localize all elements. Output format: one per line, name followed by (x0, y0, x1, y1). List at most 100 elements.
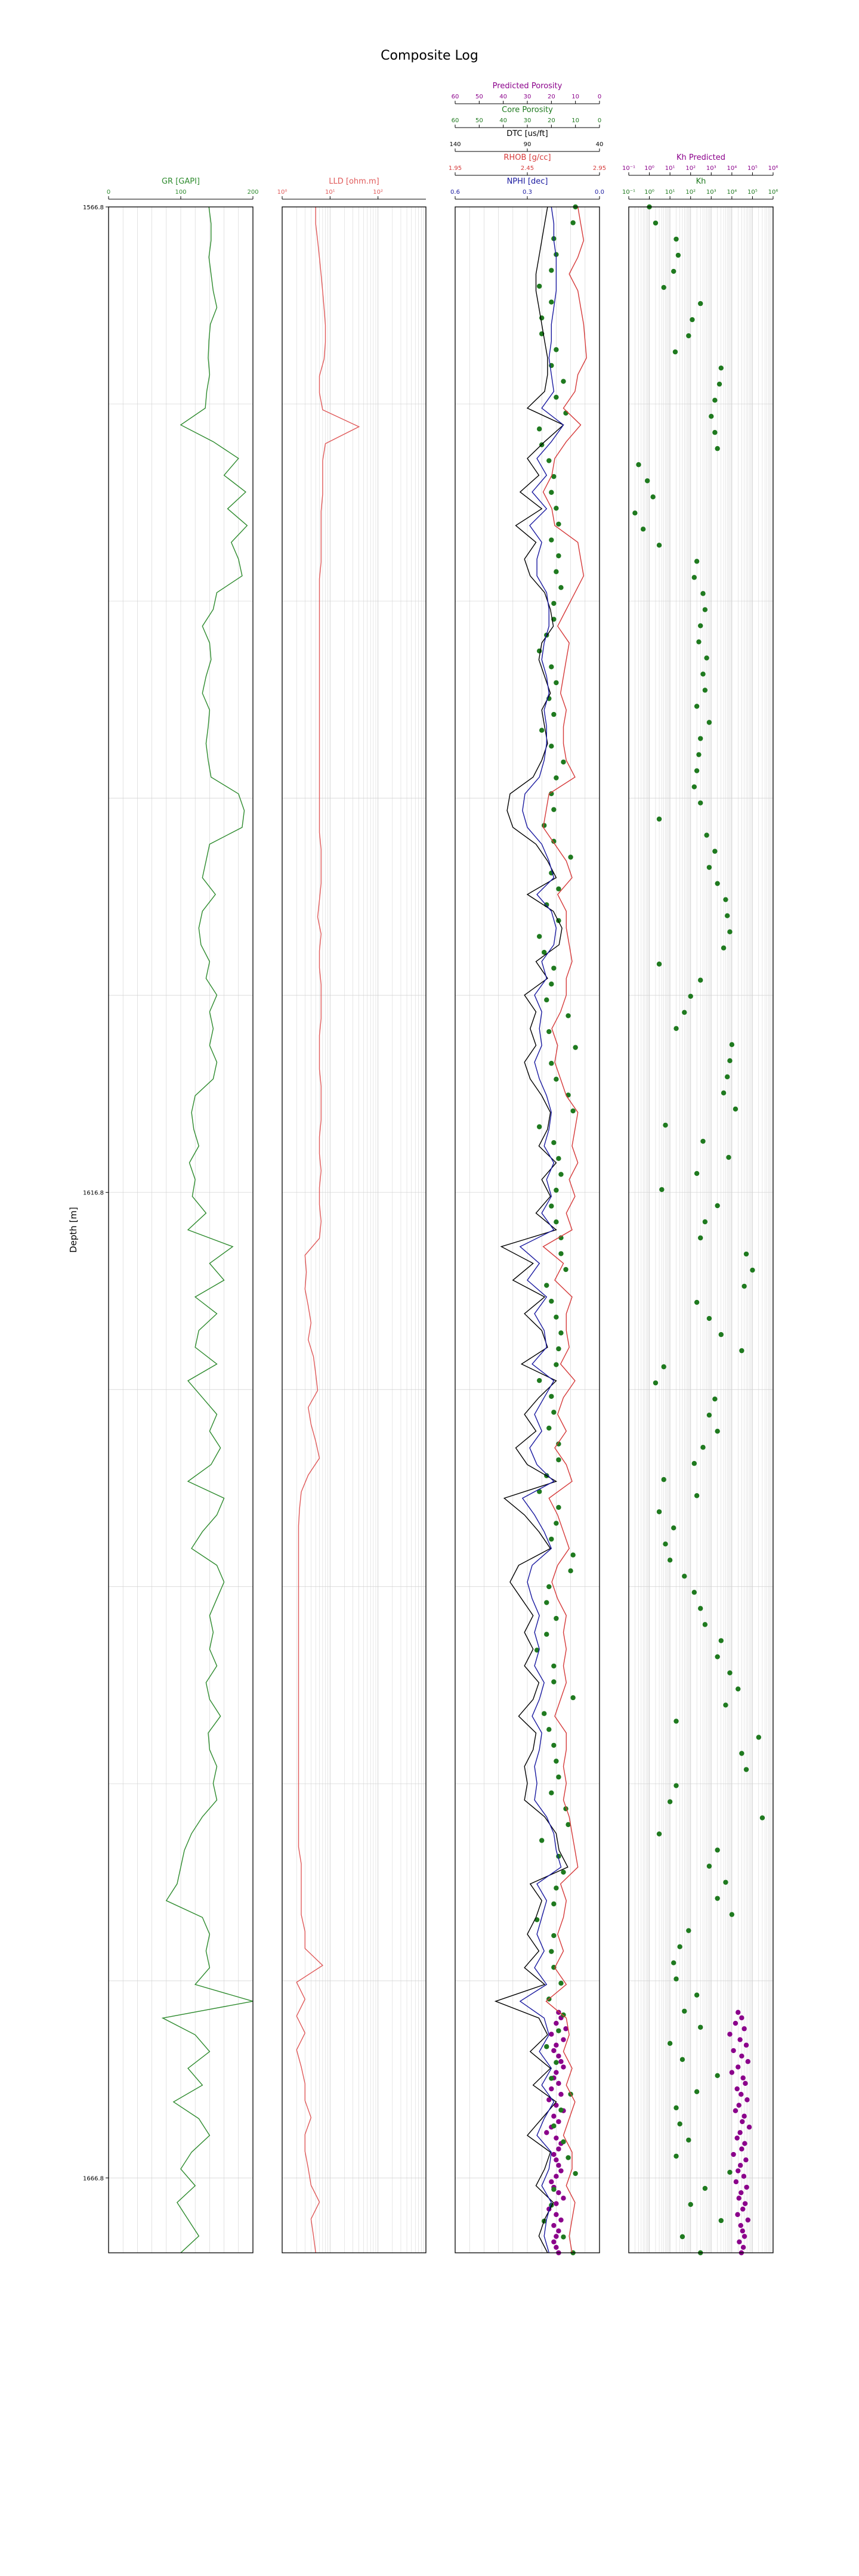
data-point-kh (746, 2125, 752, 2130)
data-point-core (536, 1377, 542, 1383)
curve-tick-label: 200 (247, 189, 258, 196)
data-point-kh (645, 478, 650, 484)
data-point-core (561, 379, 566, 384)
data-point-kh (723, 1702, 728, 1708)
data-point-core (558, 1330, 564, 1336)
data-point-core (539, 1838, 545, 1843)
data-point-predicted (561, 2064, 566, 2070)
data-point-predicted (556, 2146, 561, 2152)
data-point-kh (691, 784, 697, 789)
depth-tick-label: 1666.8 (83, 2175, 104, 2182)
track-gamma-ray: GR [GAPI] 0 100 200 (107, 177, 259, 2253)
data-point-kh (694, 1493, 700, 1498)
data-point-core (558, 585, 564, 590)
data-point-kh (736, 2103, 741, 2108)
series-line-gr (161, 206, 254, 2253)
data-point-core (554, 1187, 559, 1193)
data-point-core (558, 1172, 564, 1177)
data-point-kh (673, 236, 679, 242)
data-point-core (549, 1394, 554, 1399)
data-point-core (549, 1061, 554, 1066)
data-point-kh (673, 1719, 679, 1724)
data-point-kh (677, 1944, 682, 1949)
data-point-kh (702, 1219, 708, 1225)
data-point-kh (691, 1461, 697, 1466)
data-point-core (546, 1727, 552, 1732)
data-point-kh (632, 510, 638, 516)
data-point-kh (704, 655, 709, 661)
curve-tick-label: 60 (452, 94, 459, 100)
track-frame (628, 206, 774, 2253)
data-point-predicted (554, 2070, 559, 2075)
data-point-kh (682, 2008, 687, 2014)
data-point-core (549, 537, 554, 543)
data-point-predicted (558, 2059, 564, 2064)
data-point-core (558, 1980, 564, 1986)
data-point-kh (729, 2070, 735, 2075)
data-point-kh (653, 220, 659, 226)
data-point-kh (715, 881, 720, 886)
data-point-kh (698, 977, 703, 983)
data-point-core (573, 2171, 578, 2176)
data-point-kh (712, 849, 718, 854)
data-point-core (549, 791, 554, 797)
data-point-kh (741, 2234, 747, 2239)
data-point-core (549, 490, 554, 495)
data-point-predicted (556, 2053, 561, 2059)
data-point-kh (706, 865, 712, 870)
data-point-predicted (558, 2092, 564, 2097)
data-point-kh (694, 1299, 700, 1305)
data-point-kh (712, 397, 718, 403)
data-point-kh (698, 1235, 703, 1241)
data-point-core (544, 2044, 549, 2049)
data-point-core (556, 1441, 561, 1447)
data-point-core (551, 1901, 557, 1907)
data-point-core (551, 965, 557, 971)
data-point-kh (715, 446, 720, 451)
data-point-kh (656, 1509, 662, 1515)
data-point-kh (694, 704, 700, 709)
curve-label: Kh (696, 177, 706, 186)
data-point-predicted (556, 2163, 561, 2168)
curve-tick-label: 0 (598, 94, 601, 100)
curve-label: GR [GAPI] (162, 177, 200, 186)
curve-tick-label: 90 (524, 141, 532, 148)
data-point-predicted (556, 2228, 561, 2234)
curve-tick-label: 10³ (706, 189, 716, 196)
data-point-kh (700, 671, 706, 677)
data-point-kh (738, 2163, 743, 2168)
data-point-core (556, 1774, 561, 1780)
curve-tick-label: 0.3 (523, 189, 532, 196)
data-point-core (556, 2028, 561, 2033)
data-point-core (566, 1013, 571, 1018)
data-point-kh (742, 2141, 747, 2146)
data-point-kh (694, 1992, 700, 1998)
data-point-core (549, 664, 554, 670)
curve-tick-label: 50 (475, 94, 483, 100)
curve-tick-label: 10¹ (665, 189, 675, 196)
data-point-kh (724, 1074, 730, 1080)
data-point-core (554, 1362, 559, 1367)
data-point-kh (715, 1203, 720, 1209)
data-point-kh (736, 2196, 741, 2201)
data-point-kh (700, 1445, 706, 1450)
data-point-predicted (558, 2168, 564, 2174)
data-point-kh (686, 1928, 691, 1933)
curve-tick-label: 60 (452, 117, 459, 124)
data-point-core (556, 521, 561, 527)
data-point-core (544, 997, 549, 1003)
curve-tick-label: 10² (685, 189, 696, 196)
curve-tick-label: 10³ (706, 165, 716, 172)
data-point-core (551, 711, 557, 717)
data-point-kh (667, 2041, 673, 2046)
curve-label: Core Porosity (502, 106, 553, 114)
data-point-core (556, 886, 561, 891)
data-point-kh (718, 1332, 724, 1337)
data-point-kh (671, 268, 676, 274)
data-point-kh (702, 1622, 708, 1627)
data-point-kh (736, 1686, 741, 1692)
data-point-core (570, 1108, 576, 1114)
data-point-kh (698, 623, 703, 628)
data-point-core (549, 1536, 554, 1542)
